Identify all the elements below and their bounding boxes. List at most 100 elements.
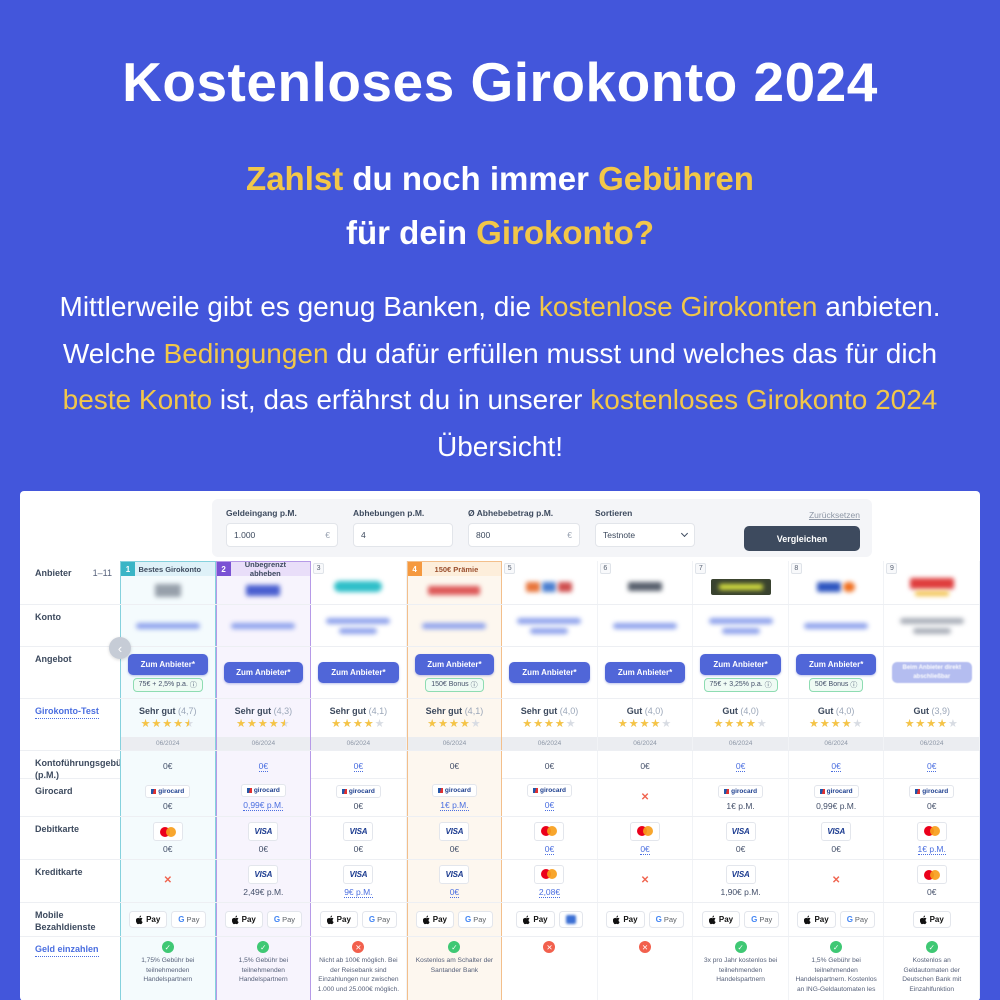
girocard-icon: girocard (526, 784, 572, 798)
price-link[interactable]: 2,08€ (538, 886, 561, 898)
price-link[interactable]: 0€ (449, 886, 460, 898)
reset-link[interactable]: Zurücksetzen (808, 510, 860, 521)
girocard-label: girocard (539, 787, 566, 795)
price-link[interactable]: 0€ (353, 760, 364, 772)
cell-mobile-5: Pay (502, 903, 598, 937)
offer-cell: Zum Anbieter* 50€ Bonus ⓘ (789, 653, 884, 692)
zum-anbieter-button[interactable]: Zum Anbieter* (509, 662, 590, 684)
price-link[interactable]: 0€ (258, 760, 269, 772)
zum-anbieter-button[interactable]: Zum Anbieter* (604, 662, 686, 684)
geld-einzahlen-link[interactable]: Geld einzahlen (35, 944, 99, 957)
zum-anbieter-button[interactable]: Zum Anbieter* (223, 662, 304, 684)
abhebungen-input[interactable]: 4 (353, 523, 453, 548)
sortieren-select[interactable]: Testnote (595, 523, 695, 548)
price-link[interactable]: 9€ p.M. (344, 886, 373, 898)
zum-anbieter-button: Beim Anbieter direkt abschließbar (891, 662, 972, 684)
abhebebetrag-input[interactable]: 800 € (468, 523, 580, 548)
logo-blob (558, 581, 573, 592)
zum-anbieter-button[interactable]: Zum Anbieter* (700, 653, 781, 675)
deposit-note: 1,75% Gebühr bei teilnehmenden Handelspa… (141, 957, 195, 984)
google-g-icon: G (655, 915, 662, 925)
row-label-cell: Debitkarte (20, 817, 120, 859)
geldeingang-input[interactable]: 1.000 € (226, 523, 338, 548)
price-link[interactable]: 0€ (640, 843, 650, 855)
deposit-note: Kostenlos an Geldautomaten der Deutschen… (902, 957, 962, 993)
price-text: 0€ (831, 844, 841, 855)
field-value: 1.000 (234, 530, 256, 541)
zum-anbieter-button[interactable]: Zum Anbieter* (795, 653, 877, 675)
subtitle: Zahlst du noch immer Gebühren für dein Gi… (0, 152, 1000, 260)
rank-band: 1 Bestes Girokonto (121, 562, 215, 577)
info-icon[interactable]: ⓘ (189, 681, 197, 689)
visa-icon: VISA (343, 864, 374, 884)
girocard-cell: girocard 0,99€ p.M. (240, 784, 286, 812)
star-rating: ★★★★★★★★★★ (617, 718, 673, 731)
google-g-icon: G (846, 915, 853, 925)
grade-score: (4,0) (559, 706, 579, 717)
price-link[interactable]: 0€ (544, 843, 555, 855)
rating-grade: Gut (4,0) (722, 706, 759, 716)
row-label-cell: Anbieter 1–11 (20, 561, 120, 604)
filter-field-abhebebetrag: Ø Abhebebetrag p.M. 800 € (468, 508, 580, 548)
cell-debit-8: VISA 0€ (789, 817, 885, 860)
info-icon[interactable]: ⓘ (470, 681, 478, 689)
cell-deposit-9: ✓ Kostenlos an Geldautomaten der Deutsche… (884, 937, 980, 1000)
price-text: 1€ p.M. (726, 800, 755, 811)
girocard-icon: girocard (718, 784, 764, 798)
grade-score: (4,1) (368, 706, 388, 717)
visa-wordmark: VISA (445, 827, 464, 837)
google-g-icon: G (464, 915, 472, 925)
cell-fee-1: 0€ (120, 751, 216, 782)
logo-blob (526, 581, 541, 592)
star-rating: ★★★★★★★★★★ (331, 718, 386, 731)
row-label: Debitkarte (35, 824, 80, 835)
bank-logo-blurred (154, 583, 181, 597)
cell-girocard-4: girocard 1€ p.M. (406, 779, 503, 817)
zum-anbieter-button[interactable]: Zum Anbieter* (414, 653, 495, 675)
gpay-chip: G Pay (839, 911, 875, 929)
carousel-prev-button[interactable]: ‹ (109, 637, 131, 660)
price-link[interactable]: 0€ (735, 760, 746, 772)
check-icon: ✓ (161, 941, 174, 954)
account-name-blurred (231, 622, 296, 629)
row-label: Angebot (35, 654, 72, 665)
mastercard-icon (152, 822, 183, 842)
table-row-deposit: Geld einzahlen ✓ 1,75% Gebühr bei teilnehm… (20, 936, 980, 1000)
cell-konto-8 (789, 605, 885, 647)
row-label: Kreditkarte (35, 867, 83, 878)
girokonto-test-link[interactable]: Girokonto-Test (35, 706, 99, 719)
price-link[interactable]: 0€ (544, 800, 555, 812)
row-label: Mobile Bezahldienste (35, 910, 96, 932)
applepay-chip: Pay (224, 911, 263, 929)
visa-icon: VISA (248, 822, 279, 842)
cell-deposit-6: ✕ (598, 937, 694, 1000)
girocard-label: girocard (253, 787, 280, 795)
cell-anbieter-5: 5 (502, 561, 598, 605)
price-link[interactable]: 0€ (926, 760, 937, 772)
text-segment: du noch immer (343, 160, 599, 197)
price-link[interactable]: 0,99€ p.M. (243, 800, 284, 812)
price-link[interactable]: 0€ (831, 760, 841, 772)
vergleichen-button[interactable]: Vergleichen (744, 526, 860, 552)
info-icon[interactable]: ⓘ (850, 681, 858, 689)
cell-girocard-6: ✕ (598, 779, 694, 817)
deposit-note: 1,5% Gebühr bei teilnehmenden Handelspar… (795, 957, 877, 993)
row-label: Konto (35, 612, 61, 623)
price-link[interactable]: 1€ p.M. (440, 800, 469, 812)
visa-icon: VISA (725, 822, 756, 842)
gpay-label: Pay (282, 915, 296, 925)
zum-anbieter-button[interactable]: Zum Anbieter* (318, 662, 399, 684)
rating-date: 06/2024 (407, 737, 502, 751)
info-icon[interactable]: ⓘ (764, 681, 772, 689)
field-value: 800 (476, 530, 491, 541)
rating-grade: Sehr gut (4,0) (521, 706, 579, 716)
zum-anbieter-button[interactable]: Zum Anbieter* (128, 653, 208, 675)
girocard-label: girocard (922, 787, 949, 795)
cell-mobile-3: Pay G Pay (311, 903, 407, 937)
kredit-cell: ✕ (832, 876, 840, 886)
gpay-label: Pay (663, 915, 677, 925)
grade-score: (4,3) (273, 706, 293, 717)
rank-badge: 8 (790, 563, 802, 575)
visa-wordmark: VISA (349, 827, 368, 837)
price-link[interactable]: 1€ p.M. (917, 843, 946, 855)
